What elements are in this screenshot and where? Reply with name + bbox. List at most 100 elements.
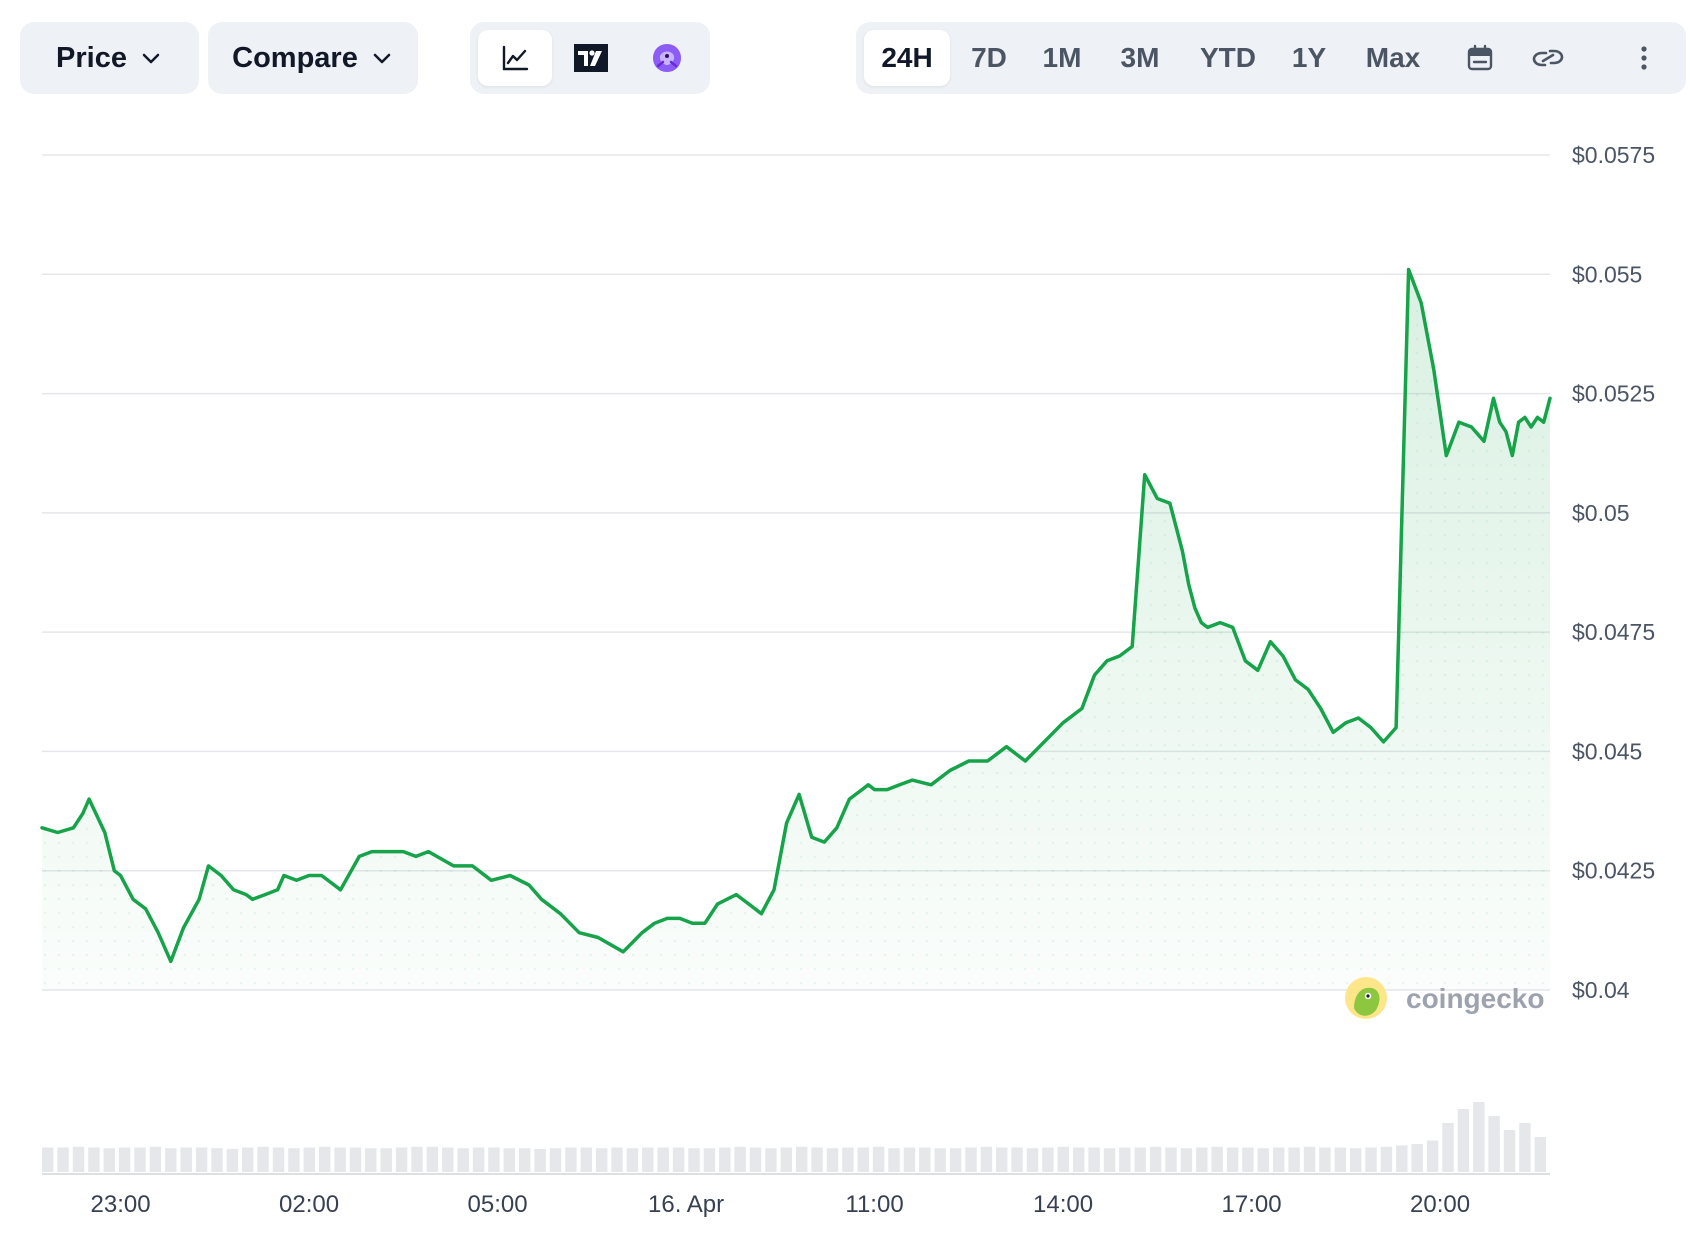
volume-bar xyxy=(195,1147,208,1172)
y-tick-label: $0.05 xyxy=(1572,500,1630,526)
volume-bar xyxy=(796,1146,808,1172)
volume-bar xyxy=(1457,1109,1470,1172)
volume-bar xyxy=(103,1148,115,1172)
volume-bar xyxy=(1011,1147,1023,1172)
range-3m-button[interactable]: 3M xyxy=(1120,42,1160,73)
volume-bar xyxy=(903,1147,916,1172)
volume-bar xyxy=(1026,1148,1039,1172)
volume-bar xyxy=(1088,1147,1100,1172)
x-axis-ticks: 23:00 02:00 05:00 16. Apr 11:00 14:00 17:00 20:… xyxy=(91,1191,1471,1218)
x-tick-label: 14:00 xyxy=(1033,1191,1093,1218)
volume-bar xyxy=(1165,1147,1177,1172)
volume-bar xyxy=(1503,1130,1516,1172)
coingecko-watermark: coingecko xyxy=(1345,977,1544,1019)
volume-bar xyxy=(257,1146,269,1172)
range-1y-button[interactable]: 1Y xyxy=(1291,42,1327,73)
gecko-terminal-button[interactable] xyxy=(630,30,704,86)
volume-bar xyxy=(1288,1147,1300,1172)
volume-bar xyxy=(626,1148,639,1172)
volume-bar xyxy=(857,1147,869,1172)
price-area xyxy=(42,269,1550,990)
volume-bar xyxy=(1211,1146,1223,1172)
volume-bar xyxy=(765,1148,777,1172)
volume-bar xyxy=(57,1147,69,1172)
volume-bar xyxy=(211,1148,223,1172)
range-ytd-button[interactable]: YTD xyxy=(1200,42,1256,73)
volume-bar xyxy=(1426,1140,1439,1172)
volume-bar xyxy=(519,1148,531,1172)
volume-bar xyxy=(1534,1137,1546,1172)
range-7d-button[interactable]: 7D xyxy=(971,42,1007,73)
price-series-line xyxy=(40,267,1552,964)
volume-bar xyxy=(1350,1148,1362,1172)
volume-bar xyxy=(703,1148,716,1172)
volume-bar xyxy=(1119,1147,1131,1172)
y-axis-ticks: $0.0575 $0.055 $0.0525 $0.05 $0.0475 $0.045 $0… xyxy=(1572,142,1655,1003)
volume-bar xyxy=(242,1147,254,1172)
range-24h-button[interactable]: 24H xyxy=(864,30,950,86)
volume-bar xyxy=(488,1147,500,1172)
price-dropdown-label: Price xyxy=(56,41,127,74)
volume-bar xyxy=(380,1148,392,1172)
calendar-icon xyxy=(1467,44,1493,71)
share-link-button[interactable] xyxy=(1520,30,1576,86)
volume-bar xyxy=(811,1147,823,1172)
volume-bar xyxy=(1042,1147,1054,1172)
volume-bar xyxy=(1365,1147,1377,1172)
tradingview-button[interactable] xyxy=(554,30,628,86)
volume-bar xyxy=(611,1147,623,1172)
volume-bar xyxy=(1273,1147,1285,1172)
volume-bar xyxy=(272,1147,285,1172)
volume-bar xyxy=(303,1147,315,1172)
volume-bar xyxy=(842,1147,854,1172)
line-chart-button[interactable] xyxy=(478,30,552,86)
volume-bar xyxy=(1473,1102,1485,1172)
volume-bar xyxy=(395,1147,408,1172)
volume-bar xyxy=(657,1147,669,1172)
volume-bar xyxy=(411,1146,423,1172)
volume-bar xyxy=(980,1146,993,1172)
volume-bar xyxy=(288,1148,300,1172)
y-tick-label: $0.0525 xyxy=(1572,381,1655,407)
volume-bar xyxy=(1411,1144,1423,1172)
volume-bar xyxy=(672,1147,685,1172)
y-tick-label: $0.055 xyxy=(1572,261,1642,287)
more-options-button[interactable] xyxy=(1616,30,1672,86)
volume-bar xyxy=(88,1147,100,1172)
x-tick-label: 16. Apr xyxy=(648,1191,724,1218)
volume-bar xyxy=(534,1148,546,1172)
price-dropdown[interactable]: Price xyxy=(20,22,199,94)
volume-bar xyxy=(1488,1116,1500,1172)
volume-bar xyxy=(872,1146,885,1172)
range-1m-button[interactable]: 1M xyxy=(1042,42,1082,73)
volume-bar xyxy=(42,1147,54,1172)
volume-bar xyxy=(596,1148,608,1172)
volume-bar xyxy=(565,1147,577,1172)
volume-bar xyxy=(1380,1146,1393,1172)
tradingview-icon xyxy=(574,44,608,72)
volume-bar xyxy=(1226,1147,1239,1172)
volume-bar xyxy=(1442,1123,1454,1172)
volume-bar xyxy=(1196,1147,1208,1172)
volume-bar xyxy=(72,1146,85,1172)
volume-bar xyxy=(442,1147,454,1172)
volume-bar xyxy=(426,1146,439,1172)
x-tick-label: 05:00 xyxy=(468,1191,528,1218)
volume-bar xyxy=(1103,1148,1116,1172)
volume-bar xyxy=(642,1147,654,1172)
y-tick-label: $0.0425 xyxy=(1572,858,1655,884)
volume-bar xyxy=(580,1147,592,1172)
compare-dropdown[interactable]: Compare xyxy=(208,22,418,94)
range-max-button[interactable]: Max xyxy=(1365,42,1421,73)
chevron-down-icon xyxy=(373,53,391,64)
x-tick-label: 11:00 xyxy=(845,1191,903,1218)
volume-bar xyxy=(226,1148,239,1172)
calendar-button[interactable] xyxy=(1452,30,1508,86)
volume-bar xyxy=(934,1148,946,1172)
y-tick-label: $0.045 xyxy=(1572,738,1642,764)
chart-toolbar: Price Compare xyxy=(20,22,1686,96)
volume-bar xyxy=(180,1147,192,1172)
y-tick-label: $0.0475 xyxy=(1572,619,1655,645)
volume-bar xyxy=(996,1147,1008,1172)
